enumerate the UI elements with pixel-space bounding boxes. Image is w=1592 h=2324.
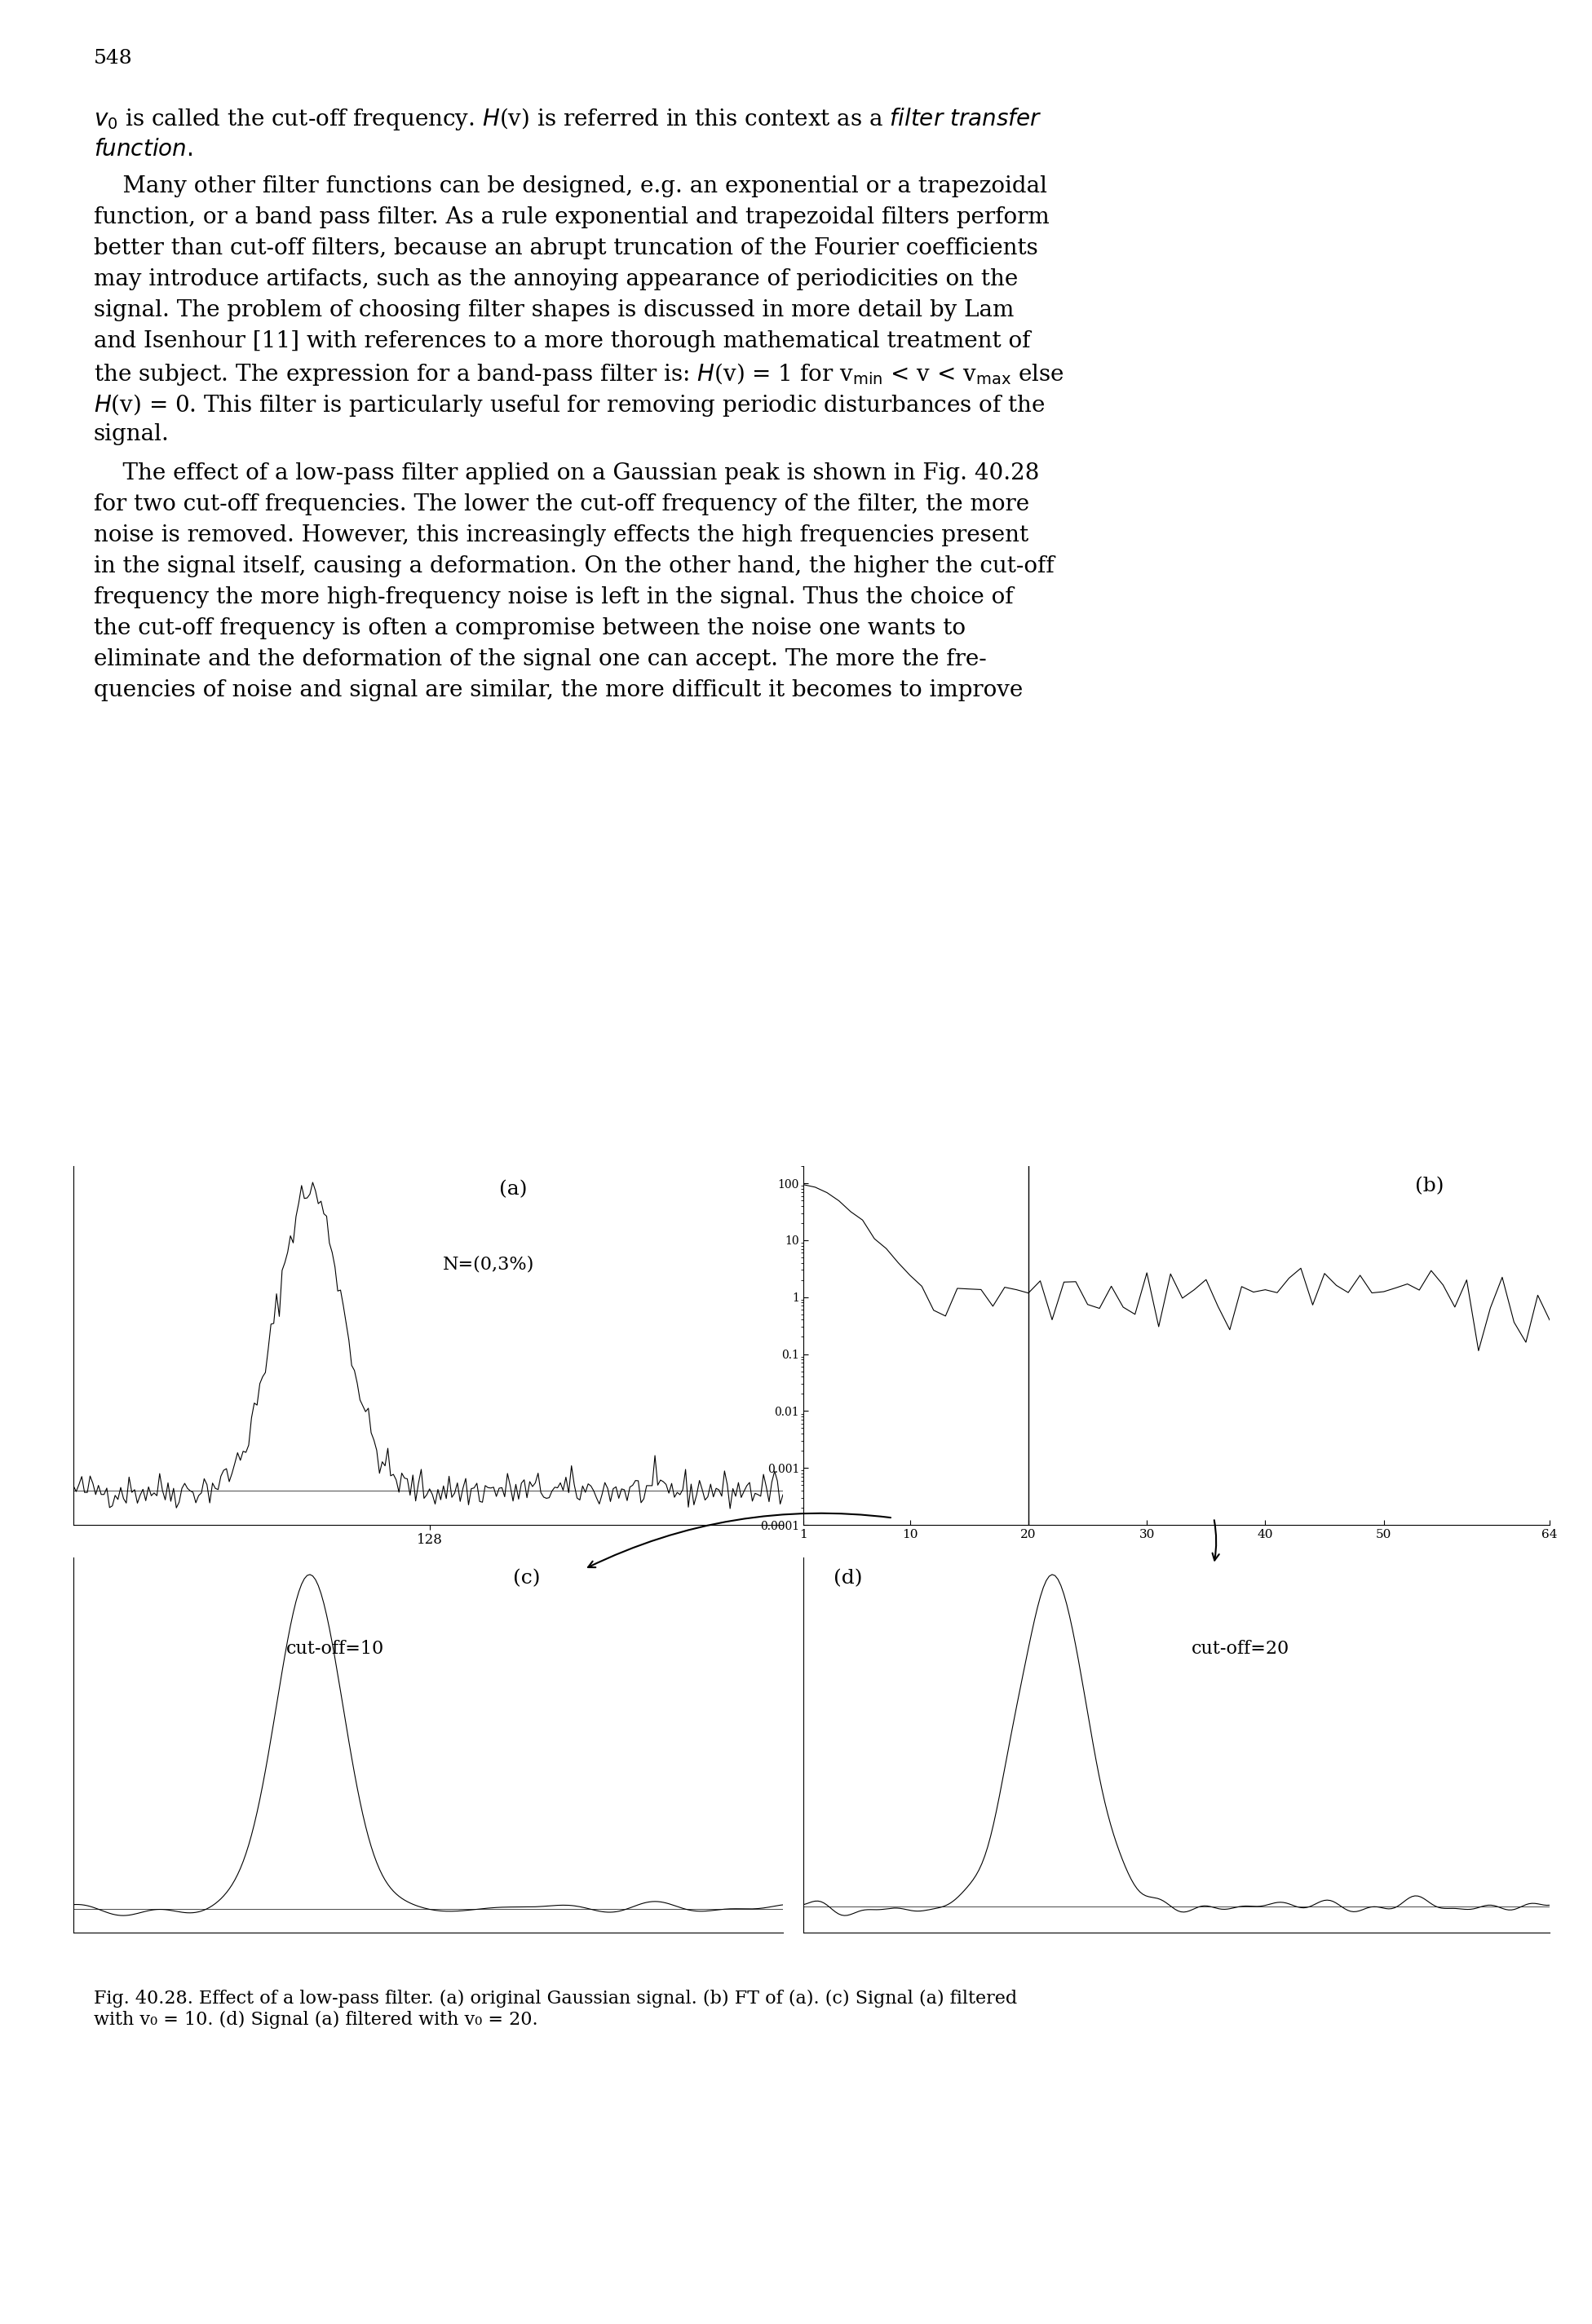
Text: (a): (a): [500, 1181, 527, 1199]
Text: may introduce artifacts, such as the annoying appearance of periodicities on the: may introduce artifacts, such as the ann…: [94, 267, 1017, 290]
Text: for two cut-off frequencies. The lower the cut-off frequency of the filter, the : for two cut-off frequencies. The lower t…: [94, 493, 1030, 516]
Text: noise is removed. However, this increasingly effects the high frequencies presen: noise is removed. However, this increasi…: [94, 525, 1028, 546]
Text: the cut-off frequency is often a compromise between the noise one wants to: the cut-off frequency is often a comprom…: [94, 618, 966, 639]
Text: (b): (b): [1415, 1176, 1444, 1195]
Text: better than cut-off filters, because an abrupt truncation of the Fourier coeffic: better than cut-off filters, because an …: [94, 237, 1038, 260]
Text: Many other filter functions can be designed, e.g. an exponential or a trapezoida: Many other filter functions can be desig…: [94, 174, 1048, 198]
Text: cut-off=10: cut-off=10: [287, 1641, 384, 1657]
Text: Fig. 40.28. Effect of a low-pass filter. (a) original Gaussian signal. (b) FT of: Fig. 40.28. Effect of a low-pass filter.…: [94, 1989, 1017, 2029]
Text: (c): (c): [513, 1569, 541, 1587]
Text: eliminate and the deformation of the signal one can accept. The more the fre-: eliminate and the deformation of the sig…: [94, 648, 987, 669]
Text: and Isenhour [11] with references to a more thorough mathematical treatment of: and Isenhour [11] with references to a m…: [94, 330, 1030, 353]
Text: N=(0,3%): N=(0,3%): [443, 1255, 533, 1274]
Text: The effect of a low-pass filter applied on a Gaussian peak is shown in Fig. 40.2: The effect of a low-pass filter applied …: [94, 462, 1040, 483]
Text: signal. The problem of choosing filter shapes is discussed in more detail by Lam: signal. The problem of choosing filter s…: [94, 300, 1014, 321]
Text: $\mathit{function.}$: $\mathit{function.}$: [94, 139, 193, 160]
Text: in the signal itself, causing a deformation. On the other hand, the higher the c: in the signal itself, causing a deformat…: [94, 555, 1054, 576]
Text: $v_0$ is called the cut-off frequency. $H$(v) is referred in this context as a $: $v_0$ is called the cut-off frequency. $…: [94, 107, 1041, 132]
Text: cut-off=20: cut-off=20: [1191, 1641, 1290, 1657]
Text: $H$(v) = 0. This filter is particularly useful for removing periodic disturbance: $H$(v) = 0. This filter is particularly …: [94, 393, 1046, 418]
Text: frequency the more high-frequency noise is left in the signal. Thus the choice o: frequency the more high-frequency noise …: [94, 586, 1014, 609]
Text: (d): (d): [833, 1569, 863, 1587]
Text: the subject. The expression for a band-pass filter is: $H$(v) = 1 for v$_\mathrm: the subject. The expression for a band-p…: [94, 360, 1063, 388]
Text: signal.: signal.: [94, 423, 169, 446]
Text: quencies of noise and signal are similar, the more difficult it becomes to impro: quencies of noise and signal are similar…: [94, 679, 1024, 702]
Text: function, or a band pass filter. As a rule exponential and trapezoidal filters p: function, or a band pass filter. As a ru…: [94, 207, 1049, 228]
Text: 548: 548: [94, 49, 132, 67]
